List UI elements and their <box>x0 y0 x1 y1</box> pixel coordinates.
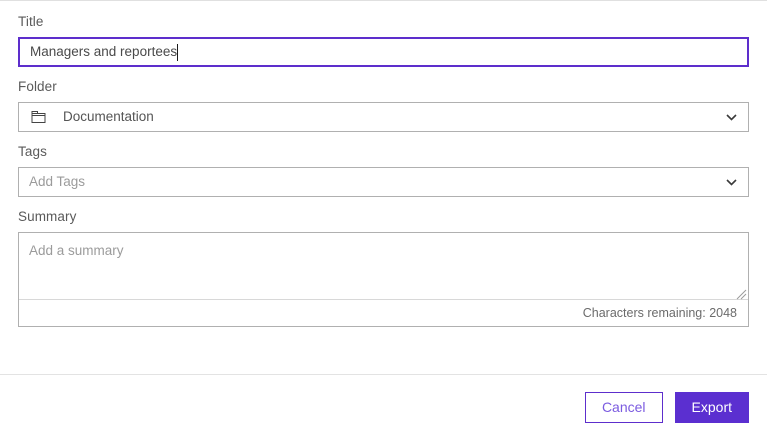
field-tags: Tags Add Tags <box>18 143 749 197</box>
footer-divider <box>0 374 767 375</box>
field-folder: Folder Documentation <box>18 78 749 132</box>
field-title: Title Managers and reportees <box>18 13 749 67</box>
tags-placeholder: Add Tags <box>29 174 86 189</box>
summary-textarea[interactable]: Add a summary <box>19 233 748 300</box>
folder-select-value: Documentation <box>63 109 154 124</box>
text-caret <box>177 43 179 61</box>
title-input[interactable]: Managers and reportees <box>18 37 749 67</box>
resize-handle[interactable] <box>736 287 747 300</box>
chevron-down-icon <box>724 175 738 189</box>
dialog-form: Title Managers and reportees Folder Docu… <box>0 1 767 332</box>
summary-label: Summary <box>18 209 77 224</box>
field-summary: Summary Add a summary Characters remaini… <box>18 208 749 327</box>
character-counter: Characters remaining: 2048 <box>582 306 737 320</box>
title-input-value: Managers and reportees <box>30 44 178 59</box>
summary-placeholder: Add a summary <box>29 243 124 258</box>
summary-container: Add a summary Characters remaining: 2048 <box>18 232 749 327</box>
character-counter-row: Characters remaining: 2048 <box>19 300 748 326</box>
tags-select[interactable]: Add Tags <box>18 167 749 197</box>
cancel-button[interactable]: Cancel <box>584 391 663 423</box>
folder-select[interactable]: Documentation <box>18 102 749 132</box>
dialog-footer: Cancel Export <box>0 375 767 439</box>
folder-icon <box>29 108 47 126</box>
title-label: Title <box>18 14 44 29</box>
folder-label: Folder <box>18 79 57 94</box>
export-button[interactable]: Export <box>674 391 749 423</box>
tags-label: Tags <box>18 144 47 159</box>
chevron-down-icon <box>724 110 738 124</box>
